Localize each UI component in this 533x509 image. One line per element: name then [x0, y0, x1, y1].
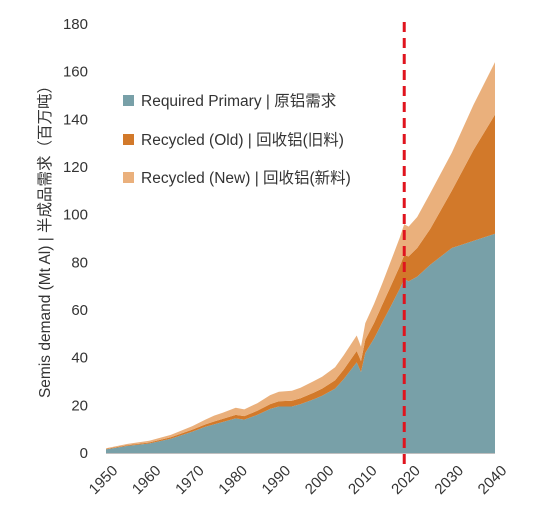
legend: Required Primary | 原铝需求 Recycled (Old) | …	[123, 92, 351, 187]
y-tick-label: 20	[71, 397, 88, 414]
y-tick-label: 0	[80, 445, 88, 462]
y-axis-ticks: 0 20 40 60 80 100 120 140 160 180	[63, 16, 88, 462]
y-tick-label: 140	[63, 111, 88, 128]
legend-swatch	[123, 95, 134, 106]
area-series-1	[106, 233, 495, 453]
legend-label: Recycled (Old) | 回收铝(旧料)	[141, 131, 344, 149]
y-tick-label: 40	[71, 350, 88, 367]
x-tick-label: 1950	[86, 462, 122, 498]
x-axis-ticks: 1950 1960 1970 1980 1990 2000 2010 2020 2030 2040	[86, 462, 511, 498]
x-tick-label: 2020	[388, 462, 424, 498]
y-axis-label: Semis demand (Mt Al) | 半成品需求（百万吨）	[36, 78, 54, 398]
x-tick-label: 2000	[302, 462, 338, 498]
x-tick-label: 2030	[431, 462, 467, 498]
y-tick-label: 100	[63, 207, 88, 224]
y-tick-label: 180	[63, 16, 88, 33]
x-tick-label: 1980	[215, 462, 251, 498]
legend-swatch	[123, 134, 134, 145]
y-tick-label: 160	[63, 64, 88, 81]
y-tick-label: 60	[71, 302, 88, 319]
x-tick-label: 2010	[345, 462, 381, 498]
x-tick-label: 1960	[129, 462, 165, 498]
y-tick-label: 120	[63, 159, 88, 176]
x-tick-label: 2040	[475, 462, 511, 498]
x-tick-label: 1970	[172, 462, 208, 498]
legend-swatch	[123, 172, 134, 183]
stacked-areas	[106, 62, 495, 453]
legend-label: Recycled (New) | 回收铝(新料)	[141, 169, 351, 187]
y-tick-label: 80	[71, 254, 88, 271]
x-tick-label: 1990	[259, 462, 295, 498]
legend-label: Required Primary | 原铝需求	[141, 92, 336, 110]
